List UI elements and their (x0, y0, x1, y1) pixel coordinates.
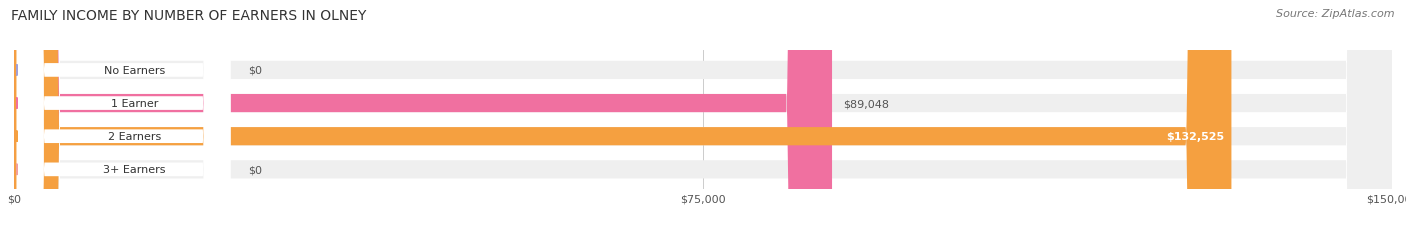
Text: 1 Earner: 1 Earner (111, 99, 157, 109)
Text: $0: $0 (249, 66, 263, 76)
FancyBboxPatch shape (17, 0, 231, 231)
FancyBboxPatch shape (14, 0, 1392, 231)
FancyBboxPatch shape (14, 0, 1392, 231)
FancyBboxPatch shape (14, 0, 1232, 231)
Text: 2 Earners: 2 Earners (108, 132, 160, 142)
Text: No Earners: No Earners (104, 66, 165, 76)
Text: $89,048: $89,048 (844, 99, 889, 109)
FancyBboxPatch shape (14, 0, 1392, 231)
Text: Source: ZipAtlas.com: Source: ZipAtlas.com (1277, 9, 1395, 19)
FancyBboxPatch shape (17, 0, 231, 231)
Text: $0: $0 (249, 165, 263, 175)
Text: FAMILY INCOME BY NUMBER OF EARNERS IN OLNEY: FAMILY INCOME BY NUMBER OF EARNERS IN OL… (11, 9, 367, 23)
FancyBboxPatch shape (17, 0, 231, 231)
Text: 3+ Earners: 3+ Earners (103, 165, 166, 175)
Text: $132,525: $132,525 (1167, 132, 1225, 142)
FancyBboxPatch shape (17, 0, 231, 231)
FancyBboxPatch shape (14, 0, 1392, 231)
FancyBboxPatch shape (14, 0, 832, 231)
